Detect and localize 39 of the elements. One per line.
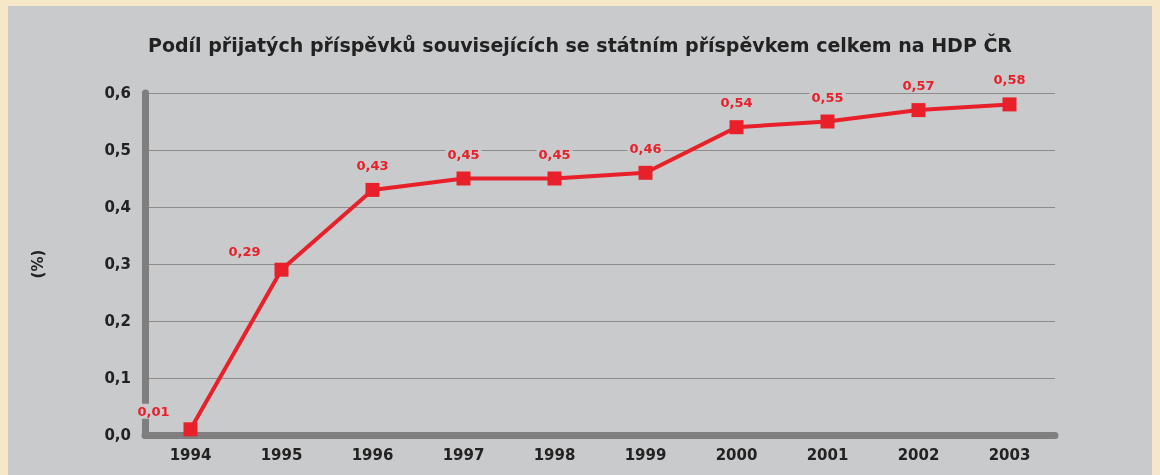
data-label: 0,29 bbox=[228, 244, 261, 260]
y-tick-label: 0,4 bbox=[104, 198, 131, 216]
y-tick-label: 0,6 bbox=[104, 84, 131, 102]
y-tick-label: 0,0 bbox=[104, 426, 131, 444]
data-label: 0,54 bbox=[720, 95, 753, 111]
y-axis-title: (%) bbox=[28, 249, 47, 279]
x-tick-label: 1997 bbox=[442, 445, 485, 464]
point bbox=[183, 422, 198, 437]
y-tick-label: 0,2 bbox=[104, 312, 131, 330]
x-tick-label: 2001 bbox=[806, 445, 849, 464]
chart-title: Podíl přijatých příspěvků souvisejících se státním příspěvkem celkem na HDP ČR bbox=[147, 32, 1013, 56]
point bbox=[729, 120, 744, 135]
point bbox=[274, 262, 289, 277]
y-tick-label: 0,1 bbox=[104, 369, 131, 387]
data-label: 0,43 bbox=[356, 157, 389, 173]
x-tick-label: 2000 bbox=[715, 445, 758, 464]
y-tick-label: 0,3 bbox=[104, 255, 131, 273]
data-label: 0,01 bbox=[137, 403, 170, 419]
data-label: 0,57 bbox=[902, 78, 935, 94]
point bbox=[547, 171, 562, 186]
point bbox=[456, 171, 471, 186]
x-tick-label: 1996 bbox=[351, 445, 394, 464]
point bbox=[911, 103, 926, 118]
data-label: 0,55 bbox=[811, 89, 844, 105]
point bbox=[820, 114, 835, 129]
y-tick-label: 0,5 bbox=[104, 141, 131, 159]
data-label: 0,58 bbox=[993, 72, 1026, 88]
x-tick-label: 2003 bbox=[988, 445, 1031, 464]
x-tick-label: 1999 bbox=[624, 445, 667, 464]
data-label: 0,45 bbox=[538, 146, 571, 162]
x-tick-label: 2002 bbox=[897, 445, 940, 464]
point bbox=[638, 165, 653, 180]
data-label: 0,46 bbox=[629, 140, 662, 156]
point bbox=[1002, 97, 1017, 112]
point bbox=[365, 182, 380, 197]
x-tick-label: 1994 bbox=[169, 445, 212, 464]
x-tick-label: 1998 bbox=[533, 445, 576, 464]
x-tick-label: 1995 bbox=[260, 445, 303, 464]
data-label: 0,45 bbox=[447, 146, 480, 162]
